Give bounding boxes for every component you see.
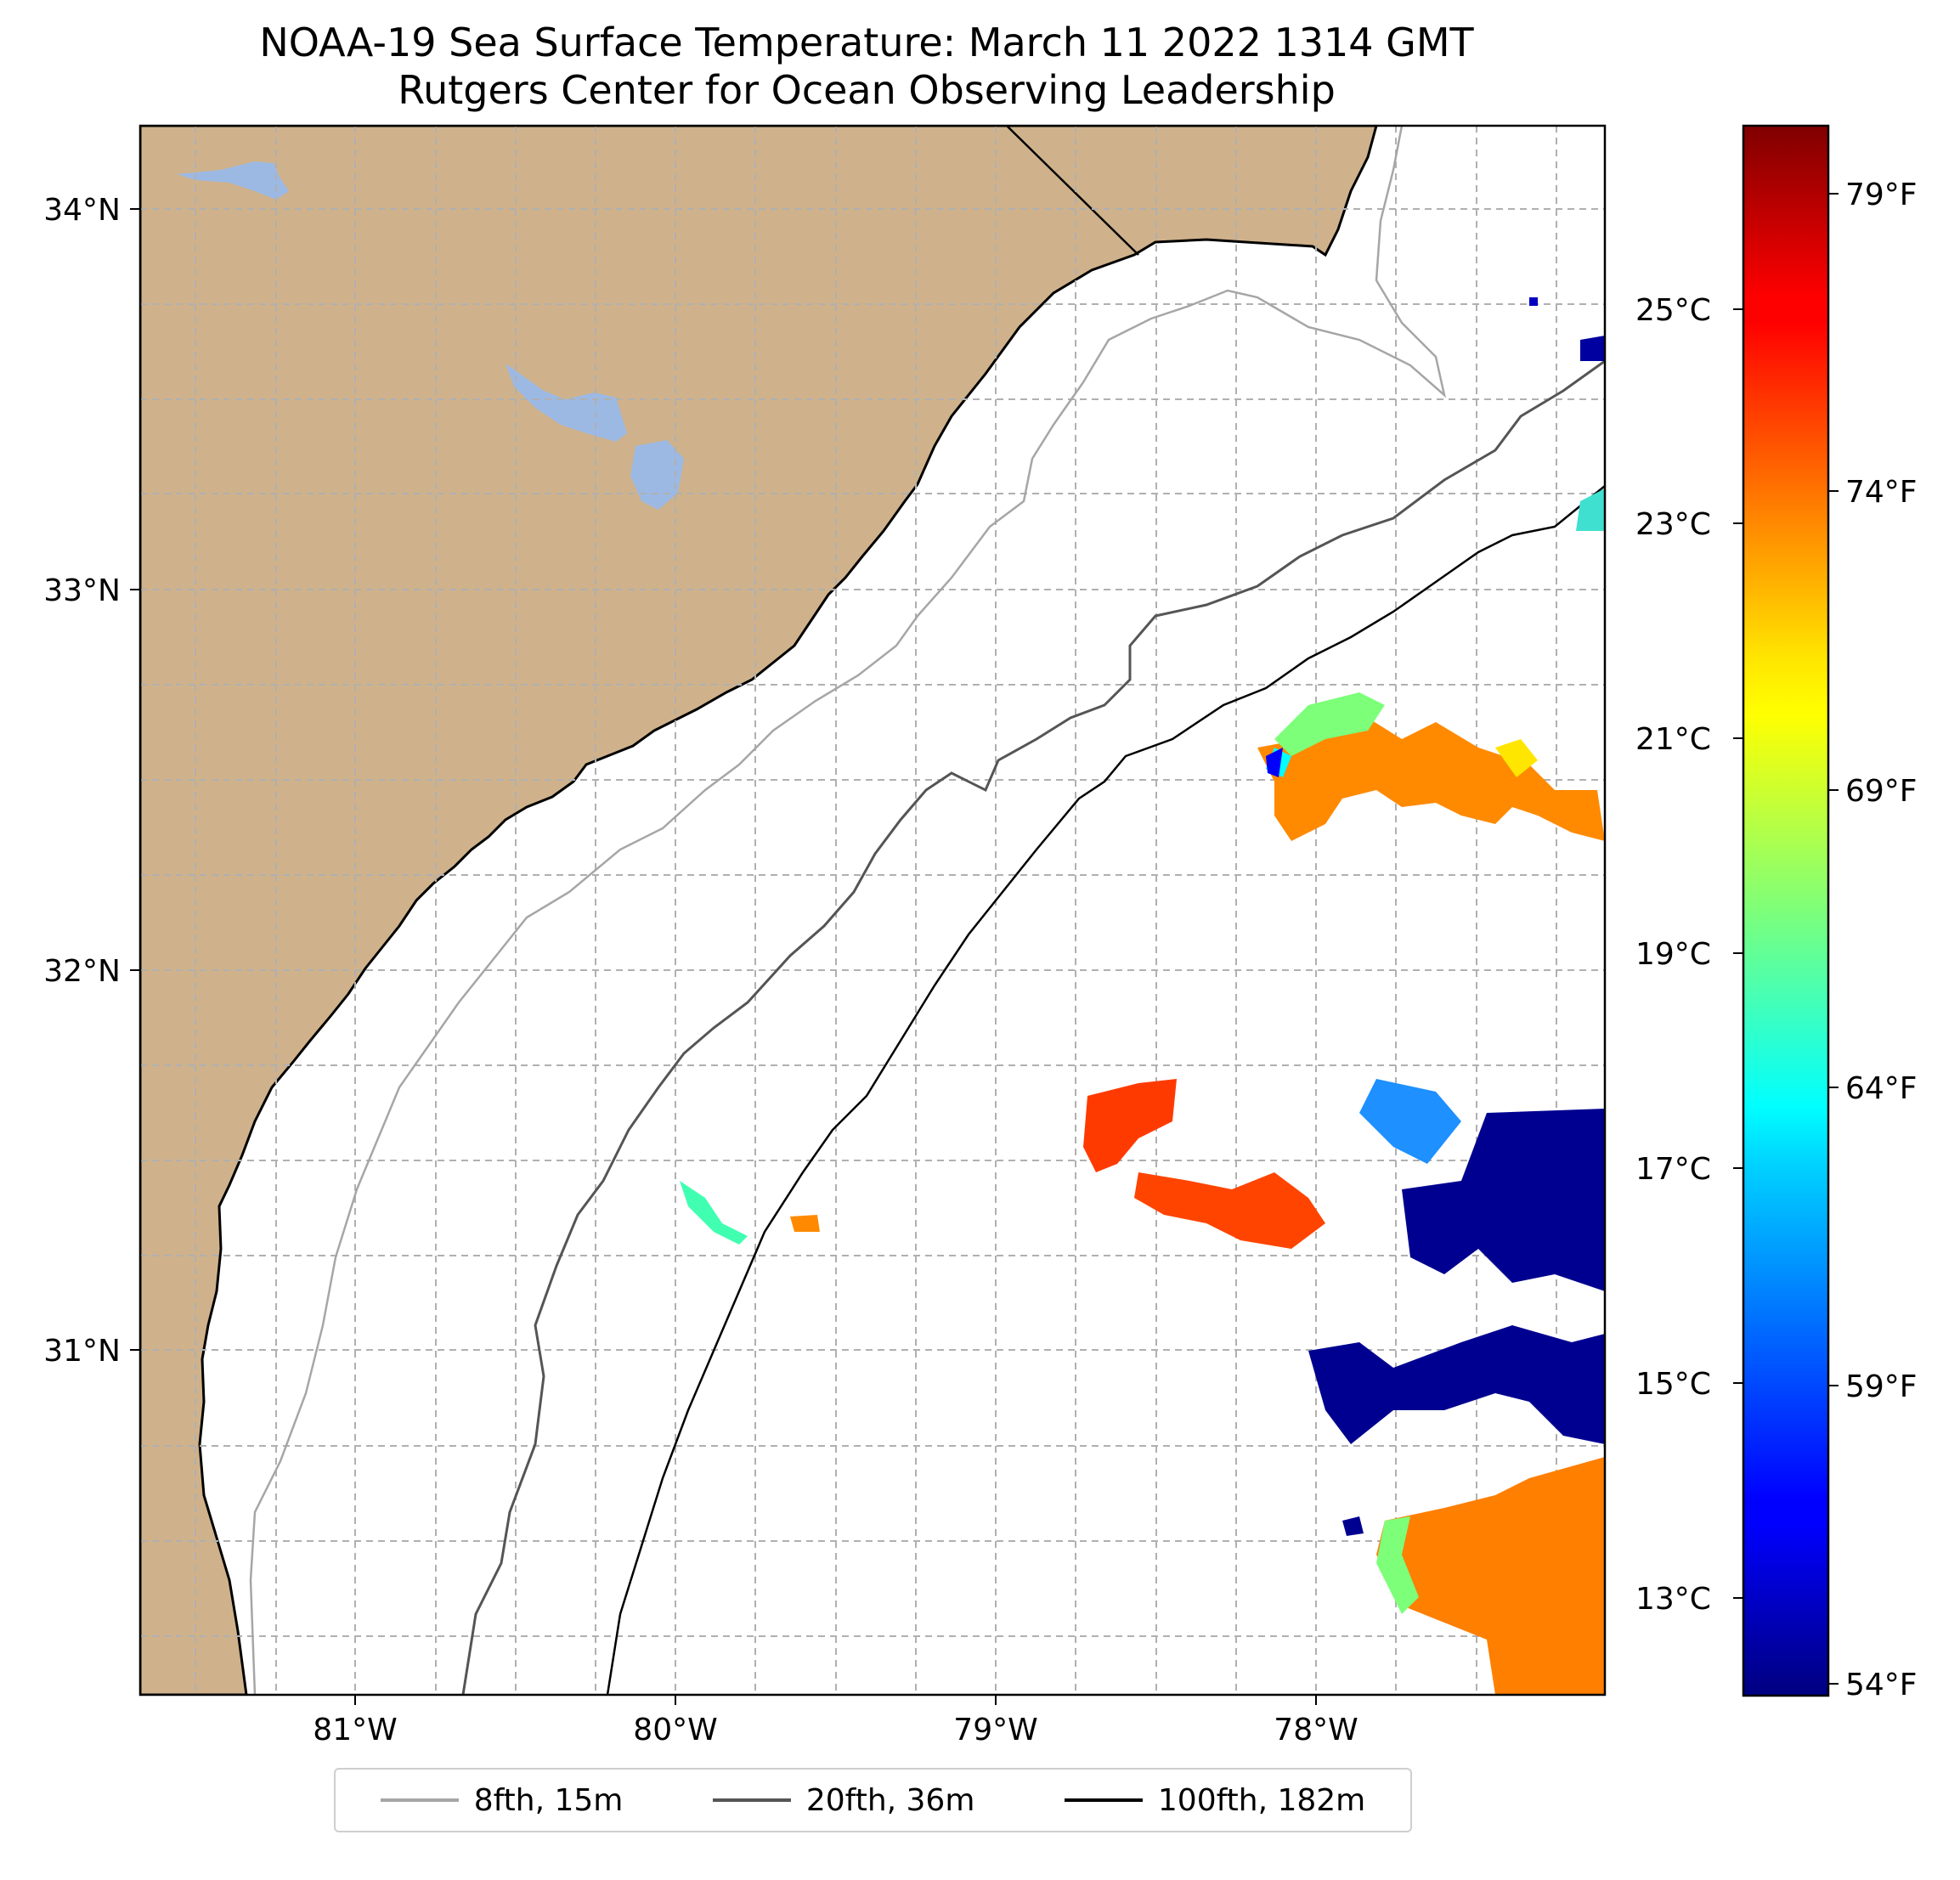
- lake-moultrie: [630, 440, 684, 510]
- sst-patch-mixed-1: [1359, 1079, 1461, 1164]
- lon-label-81: 81°W: [313, 1713, 397, 1747]
- legend-label-20fth: 20fth, 36m: [805, 1782, 975, 1818]
- cbar-c-15: 15°C: [1635, 1367, 1711, 1402]
- colorbar-ticks: [1733, 193, 1839, 1685]
- cbar-f-74: 74°F: [1845, 475, 1918, 510]
- cbar-f-64: 64°F: [1845, 1071, 1918, 1106]
- isobath-20fth: [461, 359, 1605, 1695]
- sst-patch-red-2: [1134, 1172, 1325, 1249]
- lat-label-31: 31°N: [43, 1334, 121, 1369]
- map-frame: [138, 124, 1607, 1697]
- legend-item-20fth: 20fth, 36m: [712, 1782, 975, 1818]
- cbar-f-69: 69°F: [1845, 774, 1918, 809]
- land-coastline: [140, 126, 1378, 1695]
- isobath-8fth: [249, 126, 1447, 1695]
- sst-patch-blue-1: [1402, 1109, 1605, 1291]
- cbar-f-59: 59°F: [1845, 1369, 1918, 1404]
- cbar-c-23: 23°C: [1635, 507, 1711, 542]
- isobath-100fth: [606, 485, 1605, 1695]
- sst-patch-blue-2: [1308, 1325, 1605, 1444]
- legend-swatch-100fth: [1064, 1798, 1143, 1802]
- lon-label-80: 80°W: [633, 1713, 717, 1747]
- lat-label-32: 32°N: [43, 954, 121, 989]
- cbar-c-25: 25°C: [1635, 293, 1711, 328]
- sst-patch-orange-small: [790, 1215, 820, 1232]
- legend-swatch-20fth: [712, 1798, 791, 1802]
- sst-patch-small-blue-2: [1529, 297, 1538, 306]
- sst-patch-orange-se: [1376, 1457, 1605, 1695]
- axis-ticks: [130, 208, 1317, 1705]
- sst-patch-orange-2: [1257, 718, 1605, 841]
- colorbar: [1742, 124, 1830, 1697]
- cbar-c-19: 19°C: [1635, 937, 1711, 972]
- graticule: [140, 126, 1605, 1695]
- cbar-f-79: 79°F: [1845, 178, 1918, 212]
- sst-patch-red-1: [1083, 1079, 1177, 1172]
- sst-patch-cyan-small: [680, 1181, 748, 1245]
- sst-patch-yellow-2: [1495, 739, 1538, 777]
- lon-label-79: 79°W: [953, 1713, 1037, 1747]
- cbar-c-17: 17°C: [1635, 1152, 1711, 1187]
- cbar-c-21: 21°C: [1635, 722, 1711, 757]
- state-border: [1006, 126, 1139, 256]
- legend-label-8fth: 8fth, 15m: [473, 1782, 624, 1818]
- map-title: NOAA-19 Sea Surface Temperature: March 1…: [259, 20, 1474, 65]
- sst-patch-small-blue: [1580, 336, 1605, 361]
- lat-label-34: 34°N: [43, 193, 121, 228]
- lon-label-78: 78°W: [1274, 1713, 1358, 1747]
- sst-patch-green-2: [1274, 692, 1385, 756]
- legend-item-8fth: 8fth, 15m: [380, 1782, 624, 1818]
- lake-marion: [506, 364, 627, 442]
- cbar-c-13: 13°C: [1635, 1582, 1711, 1617]
- cbar-f-54: 54°F: [1845, 1668, 1918, 1702]
- legend-item-100fth: 100fth, 182m: [1064, 1782, 1366, 1818]
- sst-patch-green-edge: [1376, 1516, 1419, 1614]
- legend-swatch-8fth: [380, 1798, 459, 1802]
- isobath-legend: 8fth, 15m 20fth, 36m 100fth, 182m: [334, 1768, 1412, 1832]
- sst-patch-blue-3: [1266, 748, 1283, 777]
- lake-north: [177, 161, 289, 200]
- sst-patch-blue-sw: [1342, 1516, 1364, 1536]
- map-subtitle: Rutgers Center for Ocean Observing Leade…: [398, 67, 1336, 113]
- sst-patch-cyan-ne: [1576, 488, 1605, 531]
- lat-label-33: 33°N: [43, 573, 121, 608]
- legend-label-100fth: 100fth, 182m: [1157, 1782, 1366, 1818]
